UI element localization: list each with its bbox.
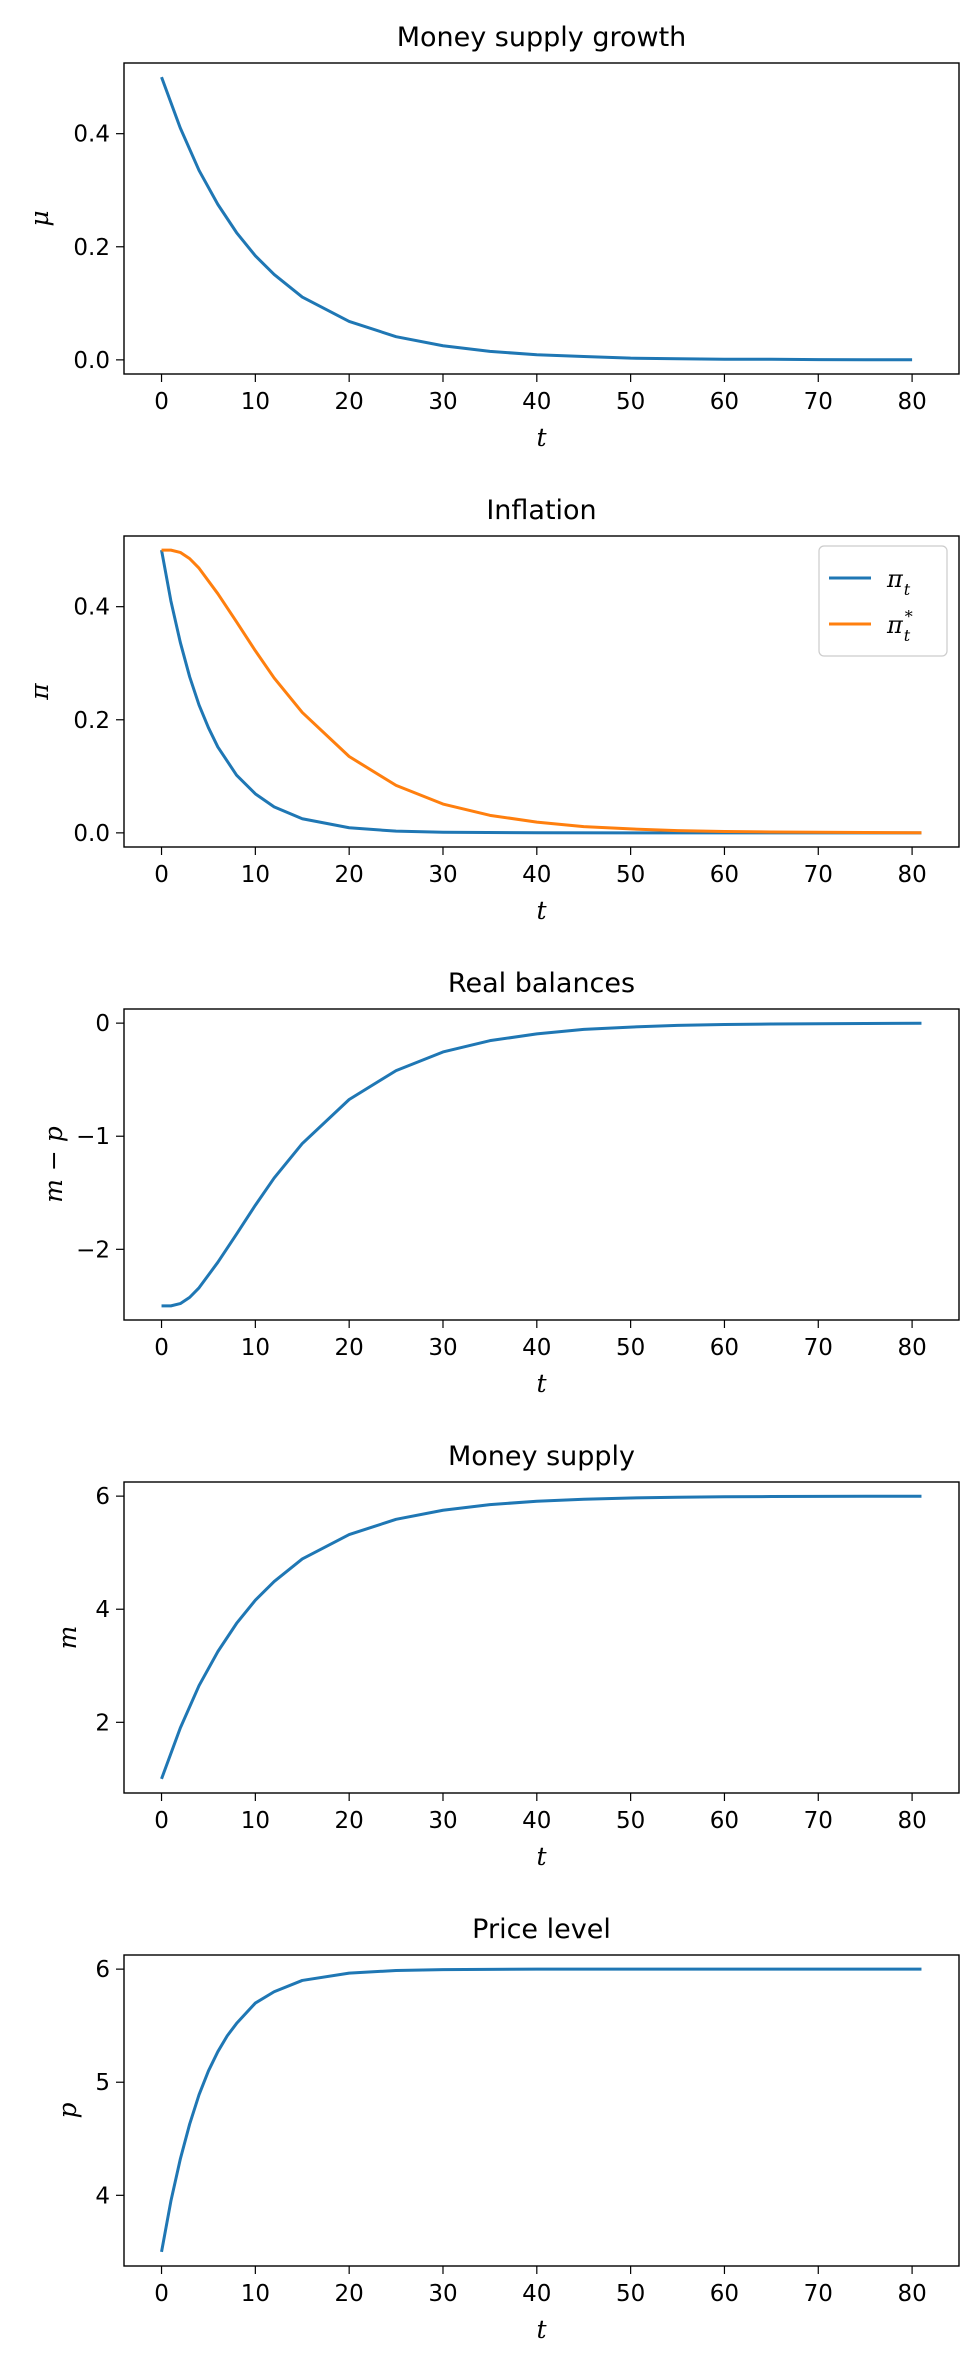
x-tick-label: 0 [154,862,169,888]
chart-title: Price level [472,1914,611,1945]
y-tick-label: 0.4 [73,595,110,621]
y-tick-label: 0.4 [73,122,110,148]
x-tick-label: 60 [710,1335,739,1361]
x-tick-label: 80 [897,389,926,415]
x-tick-label: 0 [154,2281,169,2307]
y-tick-label: 0.2 [73,235,110,261]
x-tick-label: 80 [897,862,926,888]
subplot-4: 0 10 20 30 40 50 60 70 80 4 5 6 Price level t p [53,1914,960,2344]
series-line-1 [161,548,922,835]
y-tick-label: 0.0 [73,821,110,847]
chart-title: Real balances [448,968,635,999]
x-tick-label: 40 [522,862,551,888]
plot-frame [123,1008,960,1321]
x-tick-label: 30 [428,1808,457,1834]
x-tick-label: 40 [522,2281,551,2307]
y-tick-label: 5 [95,2070,110,2096]
subplot-0: 0 10 20 30 40 50 60 70 80 0.0 0.2 0.4 Money supply g… [25,22,960,452]
x-tick-label: 40 [522,1335,551,1361]
x-tick-label: 50 [616,1808,645,1834]
x-tick-label: 50 [616,389,645,415]
x-axis-label: t [536,896,547,925]
legend-label: πt [886,565,911,599]
legend: πt π * t [818,545,948,657]
x-axis-label: t [536,423,547,452]
x-tick-label: 60 [710,1808,739,1834]
series-line-0 [160,1494,922,1780]
x-tick-label: 10 [241,862,270,888]
x-tick-label: 10 [241,389,270,415]
x-tick-label: 50 [616,2281,645,2307]
chart-title: Inflation [486,495,596,526]
x-tick-label: 10 [241,1335,270,1361]
x-tick-label: 60 [710,862,739,888]
x-tick-label: 70 [804,1808,833,1834]
x-tick-label: 20 [335,862,364,888]
x-tick-label: 10 [241,1808,270,1834]
x-tick-label: 60 [710,2281,739,2307]
x-tick-label: 0 [154,389,169,415]
x-tick-label: 50 [616,862,645,888]
x-tick-label: 40 [522,389,551,415]
x-tick-label: 80 [897,1335,926,1361]
chart-title: Money supply [448,1441,635,1472]
x-tick-label: 70 [804,2281,833,2307]
y-tick-label: 6 [95,1957,110,1983]
x-tick-label: 20 [335,2281,364,2307]
y-tick-label: 0.2 [73,708,110,734]
y-tick-label: 0 [95,1011,110,1037]
y-axis-label: p [53,2102,82,2118]
x-axis-label: t [536,1842,547,1871]
series-line-0 [160,549,922,835]
x-axis-label: t [536,1369,547,1398]
x-tick-label: 70 [804,862,833,888]
plot-frame [123,535,960,848]
plot-frame [123,1481,960,1794]
y-tick-label: 2 [95,1710,110,1736]
chart-title: Money supply growth [397,22,687,53]
legend-label: π * t [886,607,913,645]
y-axis-label: μ [25,210,54,226]
subplot-2: 0 10 20 30 40 50 60 70 80 −2 −1 0 Real balances t m − … [39,968,960,1398]
y-tick-label: 0.0 [73,348,110,374]
series-line-0 [160,1967,922,2253]
x-tick-label: 0 [154,1335,169,1361]
y-axis-label: m [53,1626,82,1650]
x-tick-label: 10 [241,2281,270,2307]
x-tick-label: 30 [428,2281,457,2307]
x-axis-label: t [536,2315,547,2344]
y-tick-label: 4 [95,1597,110,1623]
y-tick-label: 6 [95,1484,110,1510]
x-tick-label: 80 [897,2281,926,2307]
y-tick-label: 4 [95,2183,110,2209]
x-tick-label: 50 [616,1335,645,1361]
plot-frame [123,1954,960,2267]
y-axis-label: m − p [39,1126,68,1203]
x-tick-label: 70 [804,389,833,415]
plot-frame [123,62,960,375]
x-tick-label: 0 [154,1808,169,1834]
series-line-0 [161,1021,922,1308]
x-tick-label: 30 [428,389,457,415]
x-tick-label: 30 [428,1335,457,1361]
subplot-3: 0 10 20 30 40 50 60 70 80 2 4 6 Money supply t m [53,1441,960,1871]
y-axis-label: π [25,683,54,701]
x-tick-label: 20 [335,389,364,415]
x-tick-label: 20 [335,1808,364,1834]
legend-box [818,545,948,657]
x-tick-label: 40 [522,1808,551,1834]
series-line-0 [160,76,913,362]
y-tick-label: −1 [76,1124,110,1150]
x-tick-label: 30 [428,862,457,888]
subplot-1: 0 10 20 30 40 50 60 70 800.00.20.4Inflationtππtπ… [25,495,960,925]
x-tick-label: 70 [804,1335,833,1361]
x-tick-label: 60 [710,389,739,415]
y-tick-label: −2 [76,1237,110,1263]
x-tick-label: 80 [897,1808,926,1834]
x-tick-label: 20 [335,1335,364,1361]
